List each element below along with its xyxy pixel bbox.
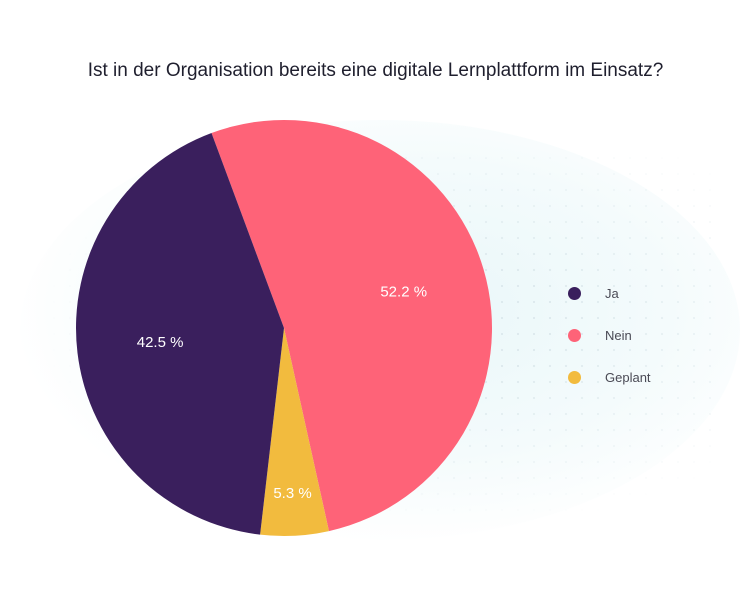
legend-label: Nein xyxy=(605,328,632,343)
legend-swatch-icon xyxy=(568,371,581,384)
pie-slices xyxy=(75,120,492,536)
legend-item-ja[interactable]: Ja xyxy=(568,283,651,304)
legend-swatch-icon xyxy=(568,287,581,300)
slice-label-nein: 52.2 % xyxy=(380,284,427,301)
legend-item-geplant[interactable]: Geplant xyxy=(568,367,651,388)
chart-legend: Ja Nein Geplant xyxy=(568,283,651,409)
chart-title: Ist in der Organisation bereits eine dig… xyxy=(87,60,664,81)
legend-item-nein[interactable]: Nein xyxy=(568,325,651,346)
legend-label: Ja xyxy=(605,286,619,301)
legend-label: Geplant xyxy=(605,370,651,385)
legend-swatch-icon xyxy=(568,329,581,342)
pie-slice-nein[interactable] xyxy=(211,120,492,532)
slice-label-ja: 42.5 % xyxy=(137,334,184,351)
pie-slice-ja[interactable] xyxy=(75,133,284,535)
pie-slice-geplant[interactable] xyxy=(260,328,329,536)
slice-label-geplant: 5.3 % xyxy=(273,485,311,502)
pie-slice-labels: 52.2 % 5.3 % 42.5 % xyxy=(137,284,427,503)
